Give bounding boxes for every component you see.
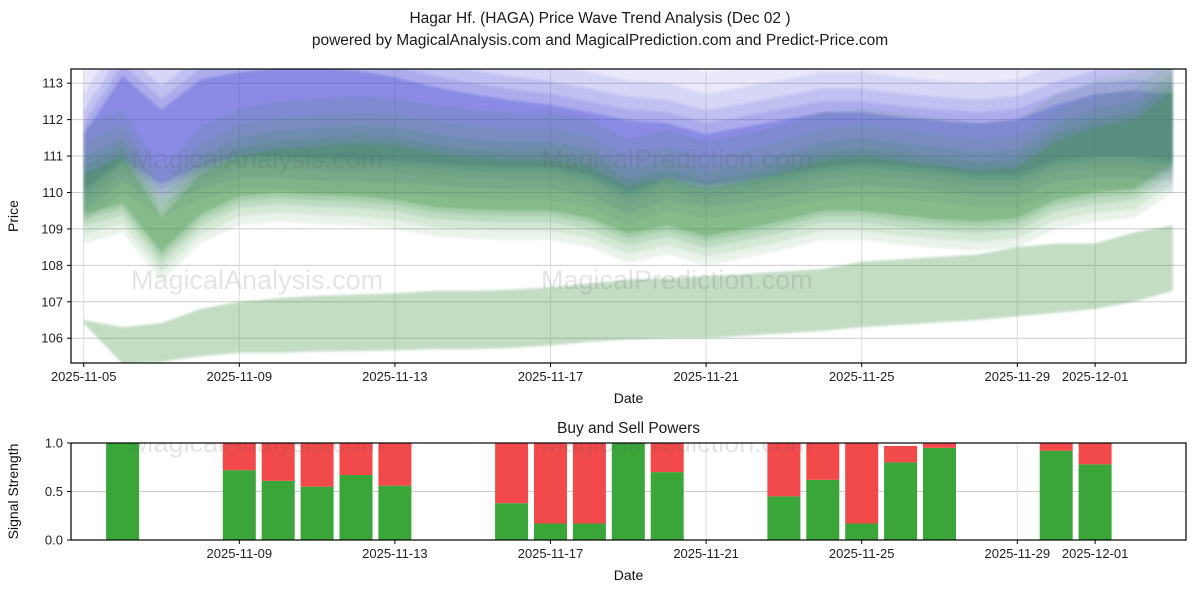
svg-text:2025-12-01: 2025-12-01 [1062, 369, 1129, 384]
svg-text:0.0: 0.0 [45, 533, 63, 548]
svg-text:113: 113 [42, 76, 63, 91]
svg-text:2025-11-05: 2025-11-05 [51, 369, 117, 384]
svg-text:112: 112 [42, 112, 63, 127]
svg-text:2025-11-17: 2025-11-17 [518, 546, 584, 561]
svg-text:1.0: 1.0 [45, 436, 63, 451]
svg-text:2025-11-13: 2025-11-13 [362, 369, 428, 384]
svg-text:111: 111 [43, 149, 63, 164]
svg-text:2025-11-25: 2025-11-25 [829, 369, 895, 384]
svg-text:0.5: 0.5 [45, 484, 63, 499]
svg-text:2025-11-29: 2025-11-29 [985, 546, 1051, 561]
svg-text:2025-11-13: 2025-11-13 [362, 546, 428, 561]
svg-text:Date: Date [614, 567, 644, 583]
svg-text:107: 107 [41, 294, 63, 309]
svg-text:109: 109 [41, 221, 63, 236]
svg-text:2025-11-21: 2025-11-21 [673, 546, 739, 561]
svg-text:106: 106 [41, 331, 63, 346]
svg-text:MagicalAnalysis.com: MagicalAnalysis.com [131, 265, 383, 295]
svg-text:2025-11-29: 2025-11-29 [985, 369, 1051, 384]
svg-text:110: 110 [42, 185, 63, 200]
svg-text:108: 108 [41, 258, 63, 273]
svg-text:MagicalAnalysis.com: MagicalAnalysis.com [131, 144, 383, 174]
svg-text:2025-11-09: 2025-11-09 [207, 546, 273, 561]
svg-text:MagicalPrediction.com: MagicalPrediction.com [541, 144, 813, 174]
svg-text:MagicalPrediction.com: MagicalPrediction.com [541, 265, 813, 295]
svg-text:2025-11-21: 2025-11-21 [673, 369, 739, 384]
svg-text:Buy and Sell Powers: Buy and Sell Powers [557, 420, 700, 437]
svg-text:2025-11-17: 2025-11-17 [518, 369, 584, 384]
svg-text:2025-11-25: 2025-11-25 [829, 546, 895, 561]
svg-text:2025-12-01: 2025-12-01 [1062, 546, 1129, 561]
svg-text:Price: Price [5, 200, 21, 232]
svg-text:Date: Date [614, 390, 644, 406]
svg-text:2025-11-09: 2025-11-09 [207, 369, 273, 384]
svg-text:Signal Strength: Signal Strength [5, 444, 21, 540]
